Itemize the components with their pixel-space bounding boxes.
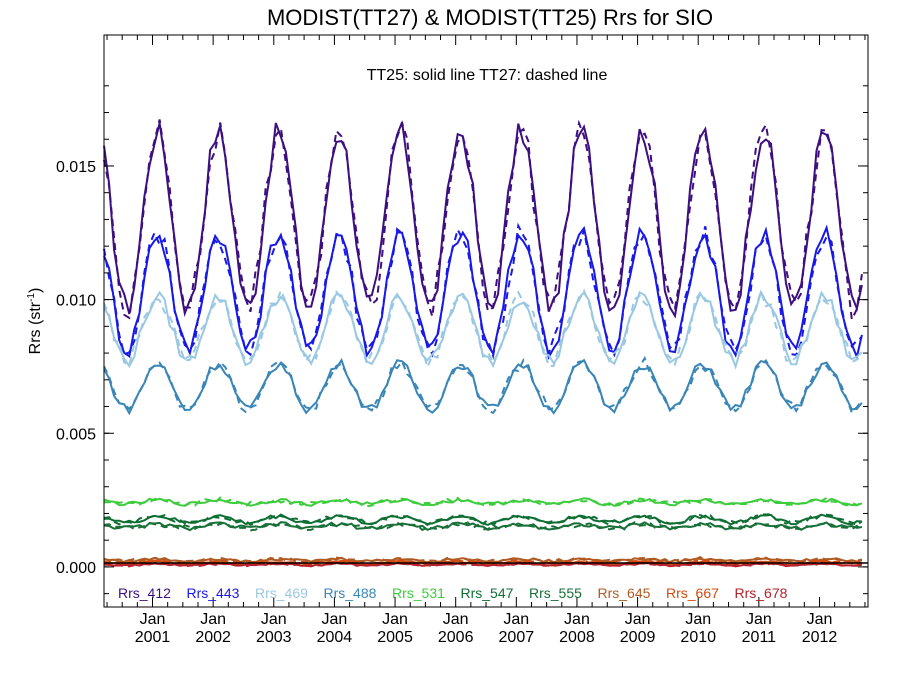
- series-line-rrs-645-dashed: [103, 555, 863, 564]
- series-line-rrs-531-dashed: [104, 496, 863, 509]
- series-line-rrs-547-dashed: [103, 513, 863, 527]
- y-axis: 0.000 0.005 0.010 0.015: [56, 85, 868, 595]
- legend-item-rrs-555: Rrs_555: [529, 585, 582, 601]
- y-tick-label: 0.015: [56, 159, 96, 176]
- series-line-rrs-678-solid: [103, 561, 862, 568]
- legend-item-rrs-645: Rrs_645: [598, 585, 651, 601]
- legend-item-rrs-547: Rrs_547: [461, 585, 514, 601]
- series-line-rrs-469-dashed: [103, 287, 863, 370]
- x-tick-year-label: 2009: [620, 629, 656, 646]
- x-tick-year-label: 2008: [559, 629, 595, 646]
- x-tick-month-label: Jan: [322, 611, 348, 628]
- x-tick-year-label: 2003: [256, 629, 292, 646]
- series-line-rrs-412-solid: [103, 121, 863, 319]
- series-line-rrs-531-solid: [103, 497, 863, 507]
- x-tick-year-label: 2010: [680, 629, 716, 646]
- x-tick-year-label: 2007: [499, 629, 535, 646]
- x-tick-month-label: Jan: [443, 611, 469, 628]
- x-tick-month-label: Jan: [261, 611, 287, 628]
- legend-item-rrs-443: Rrs_443: [187, 585, 240, 601]
- x-tick-month-label: Jan: [685, 611, 711, 628]
- legend: Rrs_412 Rrs_443 Rrs_469 Rrs_488 Rrs_531 Rrs_5…: [118, 585, 788, 601]
- series-layer: [103, 119, 863, 568]
- legend-item-rrs-469: Rrs_469: [255, 585, 308, 601]
- x-tick-month-label: Jan: [140, 611, 166, 628]
- x-tick-month-label: Jan: [382, 611, 408, 628]
- y-axis-label-close: ): [27, 288, 44, 293]
- legend-item-rrs-531: Rrs_531: [392, 585, 445, 601]
- legend-item-rrs-488: Rrs_488: [324, 585, 377, 601]
- x-tick-month-label: Jan: [564, 611, 590, 628]
- y-tick-label: 0.010: [56, 293, 96, 310]
- x-tick-year-label: 2012: [802, 629, 838, 646]
- x-tick-year-label: 2006: [438, 629, 474, 646]
- y-axis-label: Rrs (str-1): [26, 288, 44, 355]
- x-tick-month-label: Jan: [807, 611, 833, 628]
- chart-subtitle: TT25: solid line TT27: dashed line: [367, 67, 608, 84]
- x-tick-year-label: 2004: [317, 629, 353, 646]
- series-line-rrs-555-dashed: [103, 521, 863, 532]
- y-axis-label-superscript: -1: [26, 293, 37, 302]
- x-tick-month-label: Jan: [503, 611, 529, 628]
- x-tick-month-label: Jan: [625, 611, 651, 628]
- x-tick-month-label: Jan: [200, 611, 226, 628]
- legend-item-rrs-667: Rrs_667: [666, 585, 719, 601]
- x-tick-year-label: 2002: [195, 629, 231, 646]
- x-tick-year-label: 2011: [742, 629, 777, 646]
- series-line-rrs-678-dashed: [104, 561, 862, 568]
- legend-item-rrs-412: Rrs_412: [118, 585, 171, 601]
- x-tick-month-label: Jan: [746, 611, 772, 628]
- series-line-rrs-443-dashed: [103, 222, 863, 360]
- legend-item-rrs-678: Rrs_678: [735, 585, 788, 601]
- chart-title: MODIST(TT27) & MODIST(TT25) Rrs for SIO: [267, 5, 713, 30]
- y-axis-label-base: Rrs (str: [27, 301, 44, 354]
- x-tick-year-label: 2001: [135, 629, 171, 646]
- x-axis: Jan2001Jan2002Jan2003Jan2004Jan2005Jan20…: [106, 35, 866, 646]
- y-tick-label: 0.000: [56, 560, 96, 577]
- x-tick-year-label: 2005: [377, 629, 413, 646]
- series-line-rrs-488-dashed: [103, 355, 863, 415]
- y-tick-label: 0.005: [56, 426, 96, 443]
- series-line-rrs-443-solid: [103, 224, 863, 361]
